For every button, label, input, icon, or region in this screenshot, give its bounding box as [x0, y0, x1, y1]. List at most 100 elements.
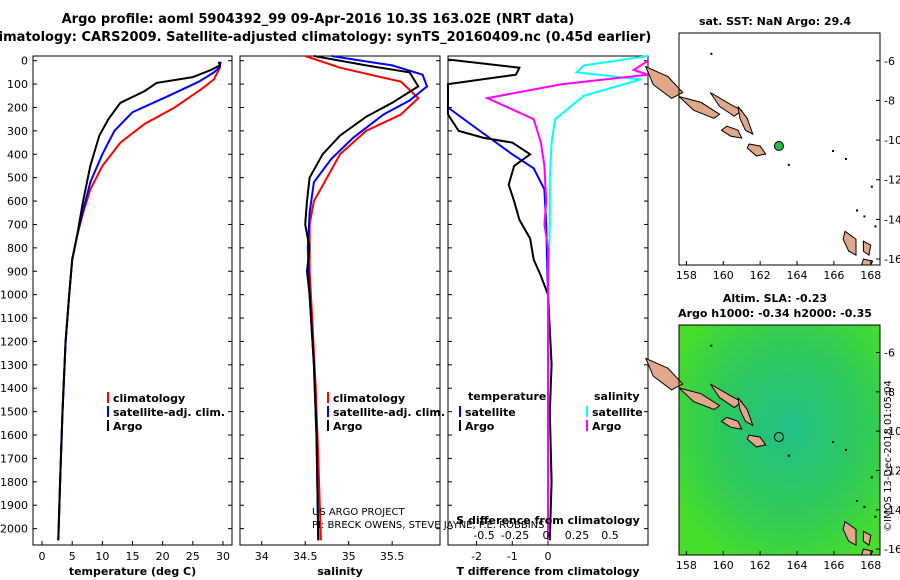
credit-line-1: US ARGO PROJECT [312, 507, 406, 518]
lon-tick-label: 162 [750, 559, 771, 572]
sla-map-title-line-1: Altim. SLA: -0.23 [723, 292, 827, 305]
lat-tick-label: -10 [884, 425, 900, 438]
reef-dot [844, 157, 847, 160]
legend-satellite-adj: satellite-adj. clim. [113, 406, 225, 419]
series-line-2 [304, 55, 420, 541]
depth-tick-label: 1500 [0, 406, 28, 419]
legend-temperature-title: temperature [468, 390, 546, 403]
reef-dot [832, 440, 835, 443]
x-axis-label: salinity [317, 565, 363, 578]
island-land [746, 143, 767, 157]
reef-dot [832, 149, 835, 152]
depth-tick-label: 1000 [0, 289, 28, 302]
legend-argo: Argo [113, 420, 143, 433]
map-frame [678, 324, 881, 556]
island-land [737, 106, 754, 136]
lon-tick-label: 164 [787, 559, 808, 572]
x-tick-label: 0 [545, 550, 552, 563]
legend-climatology: climatology [333, 392, 405, 405]
depth-tick-label: 100 [7, 78, 28, 91]
reef-dot [870, 476, 873, 479]
depth-tick-label: 700 [7, 218, 28, 231]
depth-tick-label: 1400 [0, 382, 28, 395]
lon-tick-label: 168 [860, 559, 881, 572]
x-tick-label: 0 [39, 550, 46, 563]
watermark: ©IMOS 13-Dec-2018 01:05:04 [883, 380, 894, 532]
lon-tick-label: 160 [713, 269, 734, 282]
depth-tick-label: 2000 [0, 523, 28, 536]
series-line-2 [57, 61, 222, 541]
depth-tick-label: 500 [7, 172, 28, 185]
island-land [842, 230, 857, 256]
reef-dot [863, 215, 866, 218]
depth-tick-label: 0 [21, 55, 28, 68]
lat-tick-label: -12 [884, 174, 900, 187]
lat-tick-label: -8 [884, 386, 895, 399]
depth-tick-label: 1900 [0, 499, 28, 512]
depth-tick-label: 1300 [0, 359, 28, 372]
sst-map-title: sat. SST: NaN Argo: 29.4 [699, 15, 851, 28]
reef-dot [863, 505, 866, 508]
island-land [746, 434, 767, 448]
legend-argo: Argo [333, 420, 363, 433]
island-land [842, 520, 857, 547]
reef-dot [787, 163, 790, 166]
salinity-panel: 34 34.5 35 35.5salinityclimatologysatellite… [239, 55, 545, 578]
depth-tick-label: 400 [7, 148, 28, 161]
reef-dot [874, 515, 877, 518]
temperature-panel: 0100200300400500600700800900100011001200… [0, 55, 233, 578]
island-land [862, 240, 872, 256]
lon-tick-label: 166 [823, 559, 844, 572]
x-tick-label: 20 [156, 550, 170, 563]
lon-tick-label: 158 [676, 269, 697, 282]
lat-tick-label: -10 [884, 134, 900, 147]
legend-satellite-adj: satellite-adj. clim. [333, 406, 445, 419]
depth-tick-label: 1700 [0, 452, 28, 465]
x-axis-label: temperature (deg C) [69, 565, 196, 578]
lon-tick-label: 158 [676, 559, 697, 572]
island-land [709, 92, 743, 117]
lon-tick-label: 166 [823, 269, 844, 282]
island-land [720, 125, 743, 139]
series-line-3 [484, 59, 649, 541]
island-land [644, 357, 684, 391]
depth-tick-label: 200 [7, 101, 28, 114]
sla-field [679, 325, 880, 555]
x-tick-label: 10 [95, 550, 109, 563]
lat-tick-label: -16 [884, 253, 900, 266]
reef-dot [874, 225, 877, 228]
reef-dot [787, 454, 790, 457]
lat-tick-label: -8 [884, 94, 895, 107]
lon-tick-label: 162 [750, 269, 771, 282]
x-tick-label: 34.5 [293, 550, 318, 563]
title-line-2: Climatology: CARS2009. Satellite-adjuste… [0, 30, 651, 45]
argo-float-marker [773, 141, 784, 152]
lat-tick-label: -16 [884, 543, 900, 556]
reef-dot [856, 499, 859, 502]
reef-dot [856, 209, 859, 212]
reef-dot [710, 344, 713, 347]
sla-map-panel: 158 160 162 164 166 168 -6 -8 -10 -12 -14 -16 [644, 324, 900, 572]
top-x-tick-label: -0.5 [473, 529, 494, 542]
lat-tick-label: -6 [884, 347, 895, 360]
depth-tick-label: 300 [7, 125, 28, 138]
depth-tick-label: 1800 [0, 476, 28, 489]
lat-tick-label: -14 [884, 213, 900, 226]
lat-tick-label: -14 [884, 504, 900, 517]
top-x-tick-label: 0.5 [601, 529, 619, 542]
plot-frame [239, 55, 441, 546]
lon-tick-label: 164 [787, 269, 808, 282]
reef-dot [844, 448, 847, 451]
x-tick-label: 35.5 [380, 550, 405, 563]
legend-sal-argo: Argo [592, 420, 622, 433]
legend-temp-argo: Argo [465, 420, 495, 433]
x-tick-label: 25 [186, 550, 200, 563]
x-tick-label: 5 [69, 550, 76, 563]
depth-tick-label: 1200 [0, 335, 28, 348]
top-x-tick-label: 0 [543, 529, 550, 542]
lat-tick-label: -12 [884, 464, 900, 477]
depth-tick-label: 800 [7, 242, 28, 255]
difference-panel: -2 -1 0 T difference from climatology -0.5 -0… [447, 55, 649, 578]
island-land [720, 416, 743, 430]
